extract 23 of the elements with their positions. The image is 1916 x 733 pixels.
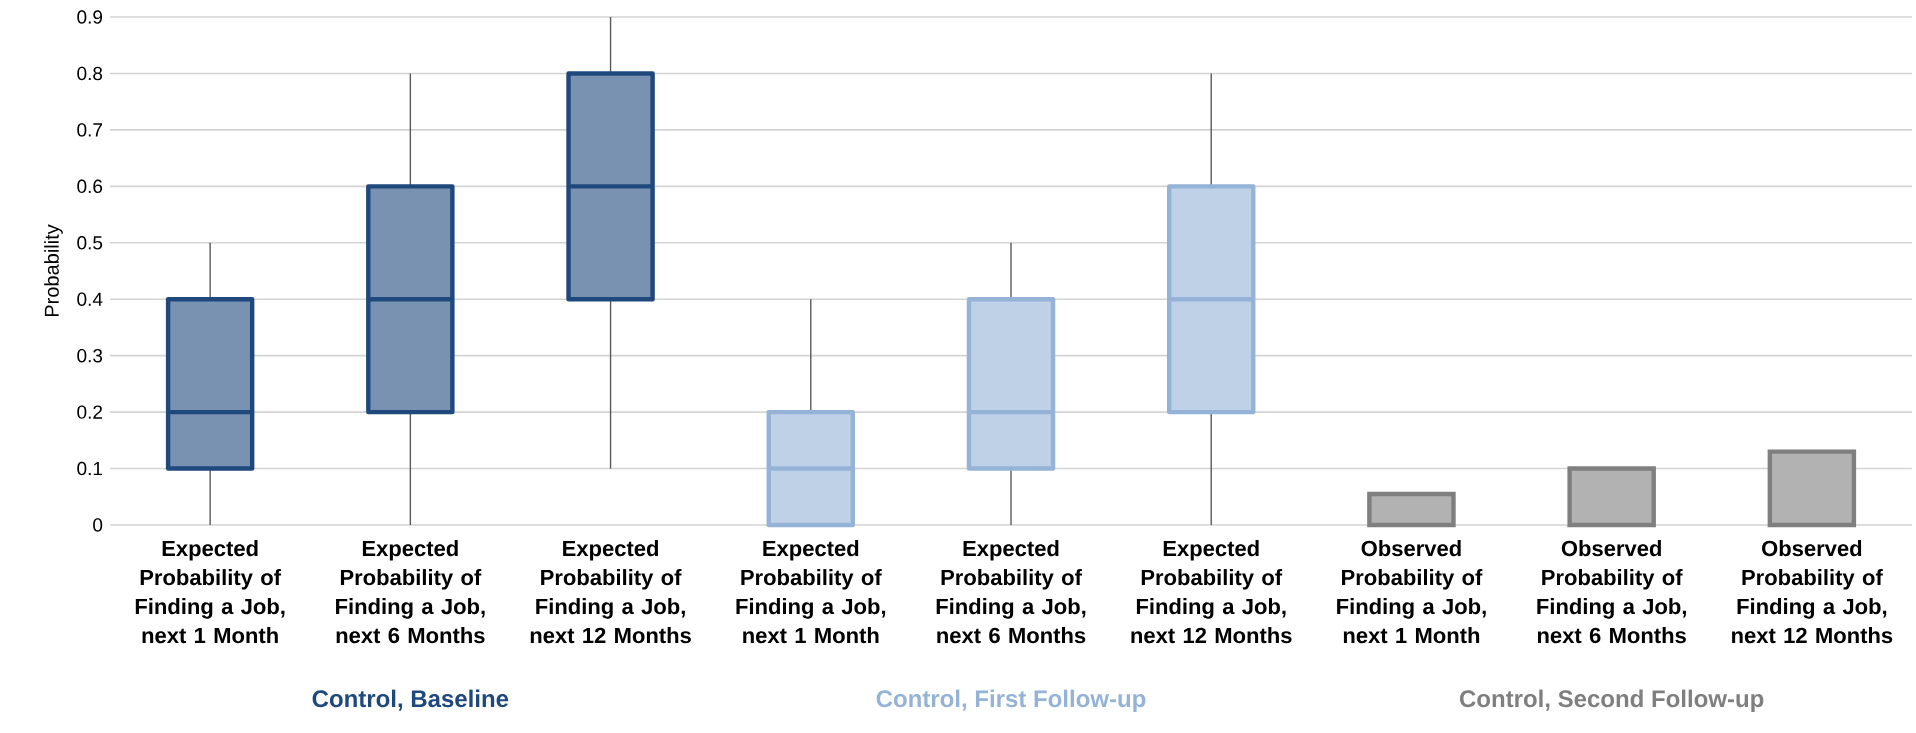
y-tick-label: 0.4 <box>77 292 103 306</box>
text: Control, Baseline <box>312 689 509 711</box>
y-tick-label: 0.1 <box>77 461 103 476</box>
y-tick-label: 0.7 <box>77 123 103 137</box>
text: Control, Second Follow-up <box>1459 689 1764 712</box>
text: Control, First Follow-up <box>876 689 1146 712</box>
y-tick-label: 0.3 <box>77 348 103 363</box>
x-tick-label: Expected Probability of Finding a Job, next 12 Months <box>1131 540 1292 644</box>
y-tick-label: 0.8 <box>77 66 103 81</box>
x-tick-label: Expected Probability of Finding a Job, next 12 Months <box>530 540 691 644</box>
x-tick-label: Expected Probability of Finding a Job, next 1 Month <box>135 540 285 644</box>
x-tick-label: Observed Probability of Finding a Job, next 1 Month <box>1337 540 1486 644</box>
x-tick-label: Observed Probability of Finding a Job, next 12 Months <box>1732 540 1893 644</box>
x-tick-label: Expected Probability of Finding a Job, next 6 Months <box>336 540 485 644</box>
y-tick-label: 0.9 <box>77 10 103 24</box>
y-tick-label: 0.2 <box>77 405 103 419</box>
y-tick-label: 0.6 <box>77 179 103 194</box>
y-tick-label: 0 <box>93 518 103 532</box>
y-axis-title: Probability <box>44 224 63 317</box>
x-tick-label: Expected Probability of Finding a Job, next 1 Month <box>736 540 886 644</box>
x-tick-label: Observed Probability of Finding a Job, next 6 Months <box>1537 540 1686 644</box>
x-tick-label: Expected Probability of Finding a Job, next 6 Months <box>936 540 1086 644</box>
y-tick-label: 0.5 <box>77 236 103 250</box>
